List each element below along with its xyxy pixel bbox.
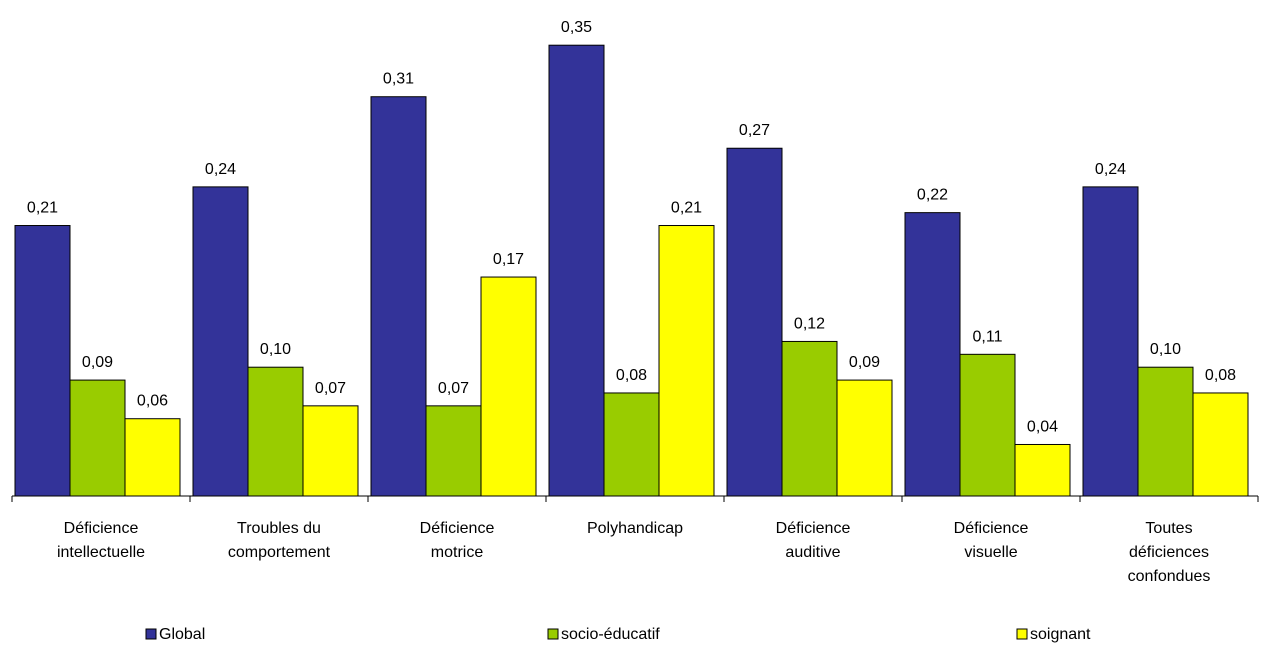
legend-label: soignant	[1030, 626, 1091, 643]
bar-global-0	[14, 225, 71, 497]
category-label: Déficience motrice	[420, 520, 495, 561]
category-label: Déficience intellectuelle	[57, 520, 145, 561]
bar-global-1	[192, 186, 249, 497]
value-label: 0,09	[82, 354, 113, 371]
value-label: 0,08	[1205, 367, 1236, 384]
category-label: Polyhandicap	[587, 520, 683, 537]
legend-label: Global	[159, 626, 205, 643]
category-labels-layer: Déficience intellectuelle Troubles du compo…	[57, 520, 1210, 585]
value-label: 0,04	[1027, 418, 1058, 435]
value-label: 0,07	[315, 380, 346, 397]
value-label: 0,07	[438, 380, 469, 397]
value-label: 0,11	[973, 328, 1003, 345]
bar-soignant-6	[1192, 392, 1249, 497]
value-labels-layer: 0,21 0,24 0,31 0,35 0,27 0,22 0,24 0,09 0,10 0,07…	[27, 19, 1236, 435]
legend: Global socio-éducatif soignant	[145, 626, 1091, 643]
legend-item-2: soignant	[1016, 626, 1091, 643]
value-label: 0,08	[616, 367, 647, 384]
value-label: 0,06	[137, 393, 168, 410]
value-label: 0,10	[1150, 341, 1181, 358]
value-label: 0,17	[493, 251, 524, 268]
bar-global-5	[904, 212, 961, 497]
value-label: 0,22	[917, 187, 948, 204]
value-label: 0,10	[260, 341, 291, 358]
bar-socioducatif-0	[69, 379, 126, 497]
bar-soignant-3	[658, 225, 715, 497]
legend-swatch	[547, 628, 559, 640]
bar-socioducatif-6	[1137, 366, 1194, 497]
bar-socioducatif-1	[247, 366, 304, 497]
bar-soignant-4	[836, 379, 893, 497]
value-label: 0,24	[205, 161, 236, 178]
value-label: 0,27	[739, 122, 770, 139]
bar-socioducatif-2	[425, 405, 482, 497]
value-label: 0,31	[383, 71, 414, 88]
bar-soignant-2	[480, 276, 537, 497]
value-label: 0,09	[849, 354, 880, 371]
bars-layer	[14, 44, 1249, 497]
category-label: Toutes déficiences confondues	[1128, 520, 1211, 585]
bar-global-6	[1082, 186, 1139, 497]
value-label: 0,24	[1095, 161, 1126, 178]
value-label: 0,35	[561, 19, 592, 36]
value-label: 0,12	[794, 315, 825, 332]
value-label: 0,21	[27, 200, 58, 217]
bar-global-3	[548, 44, 605, 497]
bar-socioducatif-3	[603, 392, 660, 497]
legend-label: socio-éducatif	[561, 626, 660, 643]
category-label: Déficience visuelle	[954, 520, 1029, 561]
legend-item-1: socio-éducatif	[547, 626, 660, 643]
category-label: Troubles du comportement	[228, 520, 331, 561]
bar-soignant-0	[124, 418, 181, 497]
bar-soignant-5	[1014, 443, 1071, 497]
bar-global-2	[370, 96, 427, 497]
x-axis	[11, 495, 1259, 502]
bar-global-4	[726, 147, 783, 497]
category-label: Déficience auditive	[776, 520, 851, 561]
legend-swatch	[1016, 628, 1028, 640]
bar-socioducatif-5	[959, 353, 1016, 497]
legend-swatch	[145, 628, 157, 640]
bar-socioducatif-4	[781, 340, 838, 497]
bar-soignant-1	[302, 405, 359, 497]
value-label: 0,21	[671, 200, 702, 217]
legend-item-0: Global	[145, 626, 205, 643]
